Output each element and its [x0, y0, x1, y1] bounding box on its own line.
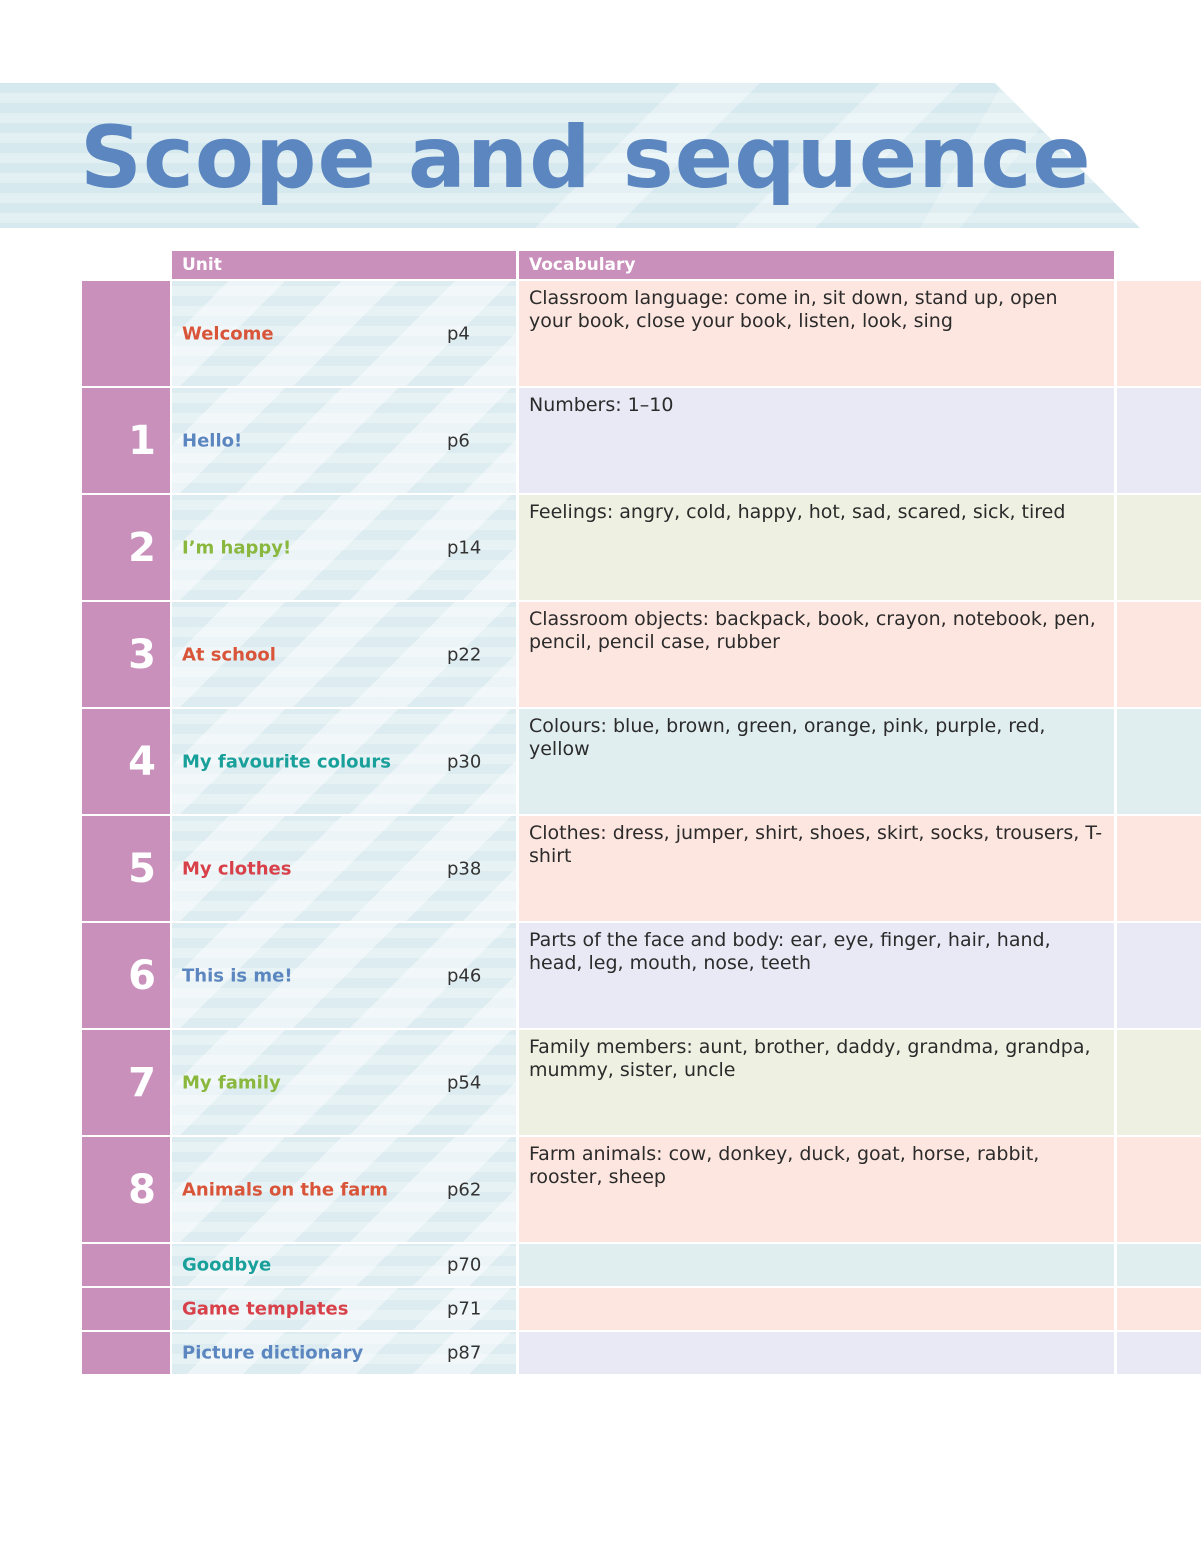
vocabulary-cell [519, 1244, 1114, 1286]
unit-name: My clothes [182, 858, 292, 879]
unit-page: p70 [447, 1254, 482, 1276]
vocabulary-cell: Classroom objects: backpack, book, crayo… [519, 602, 1114, 707]
extra-cell [1117, 1288, 1201, 1330]
unit-cell: Goodbye p70 [172, 1244, 516, 1286]
unit-number-cell [82, 1244, 170, 1286]
unit-page: p14 [447, 537, 482, 558]
unit-cell: Game templates p71 [172, 1288, 516, 1330]
extra-cell [1117, 388, 1201, 493]
unit-name: Goodbye [182, 1254, 272, 1276]
extra-cell [1117, 1137, 1201, 1242]
unit-name: My family [182, 1072, 281, 1093]
unit-cell: My clothes p38 [172, 816, 516, 921]
vocabulary-cell [519, 1332, 1114, 1374]
unit-name: Picture dictionary [182, 1342, 364, 1364]
extra-cell [1117, 602, 1201, 707]
vocabulary-cell: Clothes: dress, jumper, shirt, shoes, sk… [519, 816, 1114, 921]
unit-number-cell [82, 1332, 170, 1374]
unit-cell: I’m happy! p14 [172, 495, 516, 600]
vocabulary-cell: Colours: blue, brown, green, orange, pin… [519, 709, 1114, 814]
unit-page: p71 [447, 1298, 482, 1320]
vocabulary-cell: Feelings: angry, cold, happy, hot, sad, … [519, 495, 1114, 600]
unit-page: p54 [447, 1072, 482, 1093]
extra-cell [1117, 1332, 1201, 1374]
unit-page: p62 [447, 1179, 482, 1200]
unit-number-cell: 2 [82, 495, 170, 600]
unit-cell: My favourite colours p30 [172, 709, 516, 814]
unit-page: p46 [447, 965, 482, 986]
unit-cell: Animals on the farm p62 [172, 1137, 516, 1242]
unit-number-cell: 4 [82, 709, 170, 814]
unit-cell: My family p54 [172, 1030, 516, 1135]
unit-name: Welcome [182, 323, 274, 344]
vocabulary-cell: Classroom language: come in, sit down, s… [519, 281, 1114, 386]
unit-number-cell [82, 1288, 170, 1330]
unit-name: Hello! [182, 430, 243, 451]
unit-number-cell: 3 [82, 602, 170, 707]
unit-page: p4 [447, 323, 470, 344]
unit-cell: This is me! p46 [172, 923, 516, 1028]
unit-page: p87 [447, 1342, 482, 1364]
unit-name: My favourite colours [182, 751, 391, 772]
unit-name: Game templates [182, 1298, 349, 1320]
extra-cell [1117, 281, 1201, 386]
column-header: Vocabulary [519, 251, 1114, 279]
vocabulary-cell [519, 1288, 1114, 1330]
extra-cell [1117, 816, 1201, 921]
vocabulary-cell: Parts of the face and body: ear, eye, fi… [519, 923, 1114, 1028]
unit-number-cell: 8 [82, 1137, 170, 1242]
extra-cell [1117, 923, 1201, 1028]
unit-page: p22 [447, 644, 482, 665]
unit-cell: Hello! p6 [172, 388, 516, 493]
extra-cell [1117, 495, 1201, 600]
extra-cell [1117, 1244, 1201, 1286]
extra-cell [1117, 709, 1201, 814]
vocabulary-cell: Numbers: 1–10 [519, 388, 1114, 493]
unit-page: p6 [447, 430, 470, 451]
extra-cell [1117, 1030, 1201, 1135]
unit-cell: Picture dictionary p87 [172, 1332, 516, 1374]
unit-cell: At school p22 [172, 602, 516, 707]
vocabulary-cell: Family members: aunt, brother, daddy, gr… [519, 1030, 1114, 1135]
title-banner [0, 83, 1140, 228]
unit-number-cell: 6 [82, 923, 170, 1028]
unit-number-cell: 7 [82, 1030, 170, 1135]
unit-number-cell [82, 281, 170, 386]
unit-name: This is me! [182, 965, 293, 986]
unit-page: p38 [447, 858, 482, 879]
unit-cell: Welcome p4 [172, 281, 516, 386]
unit-number-cell: 1 [82, 388, 170, 493]
column-header: Unit [172, 251, 516, 279]
vocabulary-cell: Farm animals: cow, donkey, duck, goat, h… [519, 1137, 1114, 1242]
unit-name: I’m happy! [182, 537, 292, 558]
unit-name: At school [182, 644, 276, 665]
unit-name: Animals on the farm [182, 1179, 388, 1200]
page-title: Scope and sequence [80, 108, 1092, 208]
unit-number-cell: 5 [82, 816, 170, 921]
unit-page: p30 [447, 751, 482, 772]
